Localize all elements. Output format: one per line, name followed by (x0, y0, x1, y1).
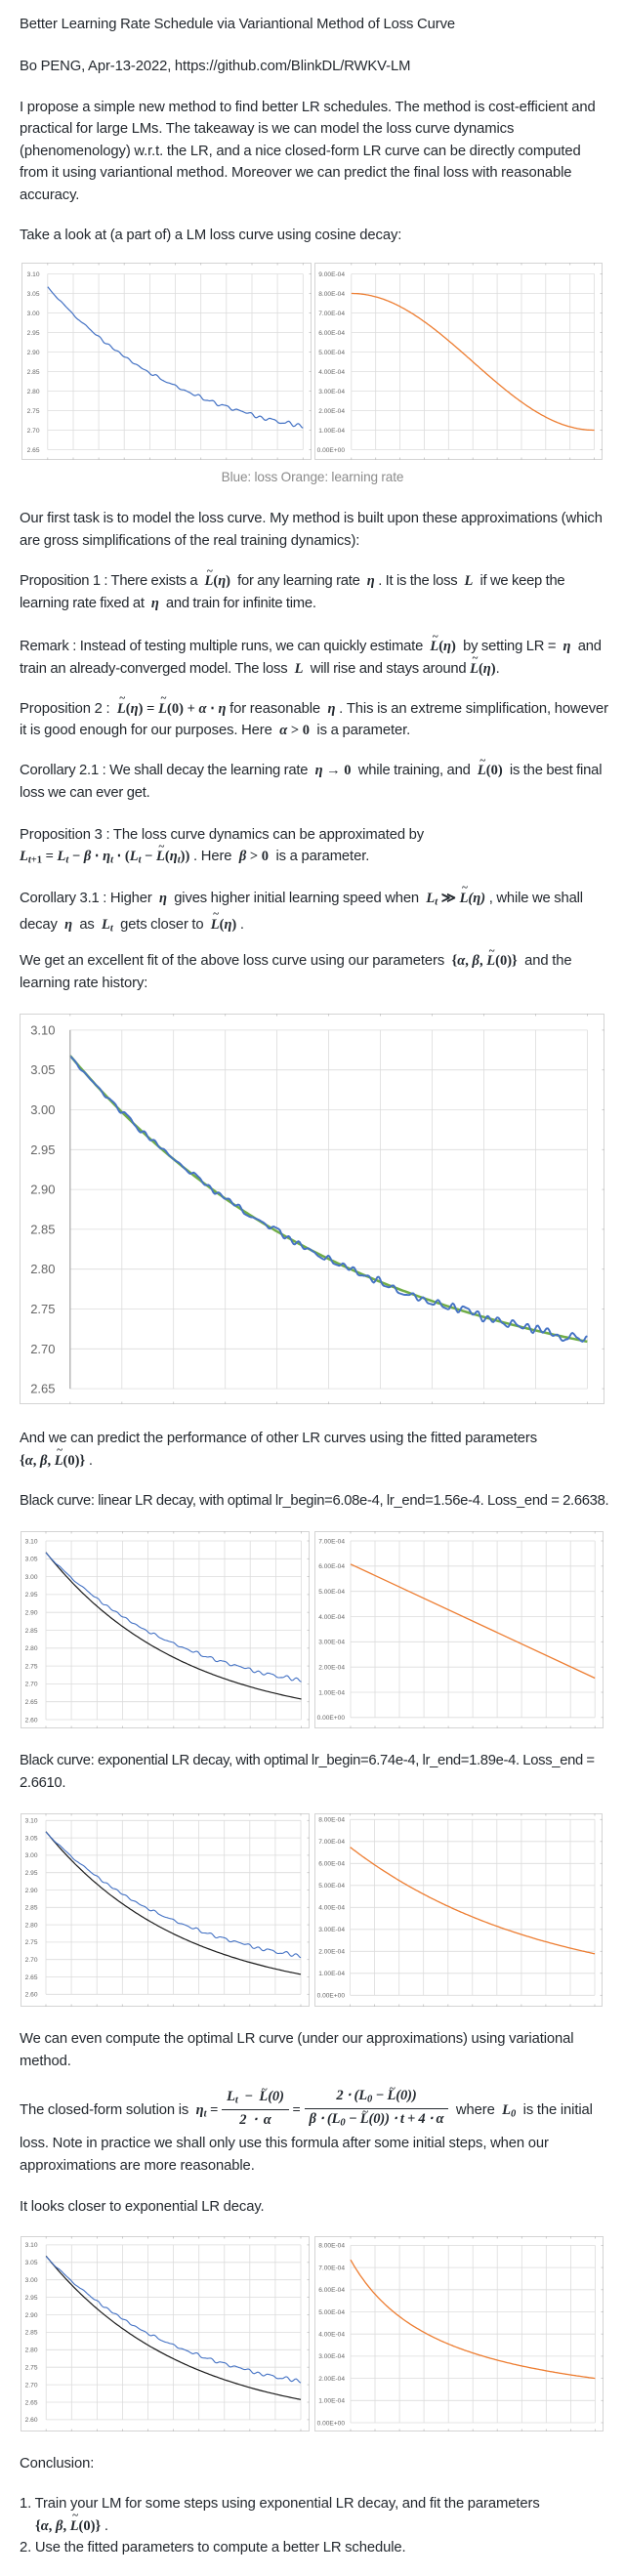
svg-text:1.00E-04: 1.00E-04 (318, 428, 345, 435)
svg-text:3.00: 3.00 (25, 1852, 38, 1859)
svg-text:3.00: 3.00 (30, 1102, 55, 1117)
svg-text:0.00E+00: 0.00E+00 (317, 447, 346, 454)
svg-text:3.00E-04: 3.00E-04 (318, 1640, 345, 1646)
svg-text:2.70: 2.70 (25, 1957, 38, 1964)
svg-text:1.00E-04: 1.00E-04 (318, 1971, 345, 1977)
svg-text:3.00E-04: 3.00E-04 (318, 2353, 345, 2360)
svg-text:2.65: 2.65 (27, 447, 40, 454)
svg-text:2.70: 2.70 (30, 1342, 55, 1356)
svg-text:3.05: 3.05 (25, 1557, 38, 1563)
svg-text:2.75: 2.75 (27, 408, 40, 415)
svg-text:3.00E-04: 3.00E-04 (318, 389, 345, 395)
svg-text:2.95: 2.95 (25, 2295, 38, 2302)
svg-text:2.00E-04: 2.00E-04 (318, 1949, 345, 1956)
svg-text:4.00E-04: 4.00E-04 (318, 369, 345, 376)
svg-text:1.00E-04: 1.00E-04 (318, 1689, 345, 1696)
svg-text:3.00: 3.00 (25, 1574, 38, 1581)
svg-text:2.85: 2.85 (30, 1223, 55, 1237)
svg-text:7.00E-04: 7.00E-04 (318, 1839, 345, 1846)
svg-text:2.90: 2.90 (27, 350, 40, 356)
svg-text:2.00E-04: 2.00E-04 (318, 408, 345, 415)
svg-text:2.80: 2.80 (25, 1645, 38, 1652)
svg-text:2.75: 2.75 (25, 2365, 38, 2372)
svg-text:2.95: 2.95 (30, 1143, 55, 1157)
svg-text:3.05: 3.05 (25, 2260, 38, 2266)
svg-text:7.00E-04: 7.00E-04 (318, 1538, 345, 1545)
svg-text:2.80: 2.80 (25, 1922, 38, 1929)
svg-text:8.00E-04: 8.00E-04 (318, 2243, 345, 2250)
svg-text:2.65: 2.65 (30, 1382, 55, 1396)
svg-text:2.70: 2.70 (27, 428, 40, 435)
svg-text:2.90: 2.90 (30, 1183, 55, 1197)
svg-text:3.10: 3.10 (30, 1022, 55, 1037)
svg-text:3.05: 3.05 (30, 1062, 55, 1077)
svg-text:2.70: 2.70 (25, 1682, 38, 1688)
svg-text:3.10: 3.10 (25, 2242, 38, 2249)
svg-text:3.10: 3.10 (25, 1538, 38, 1545)
svg-text:0.00E+00: 0.00E+00 (317, 1715, 346, 1722)
svg-text:2.90: 2.90 (25, 2312, 38, 2319)
svg-text:6.00E-04: 6.00E-04 (318, 1563, 345, 1570)
svg-text:3.00: 3.00 (27, 311, 40, 317)
svg-text:2.80: 2.80 (25, 2347, 38, 2354)
svg-text:2.80: 2.80 (30, 1262, 55, 1276)
svg-text:2.85: 2.85 (27, 369, 40, 376)
svg-text:2.00E-04: 2.00E-04 (318, 2376, 345, 2383)
svg-text:2.65: 2.65 (25, 1974, 38, 1981)
svg-text:5.00E-04: 5.00E-04 (318, 2309, 345, 2316)
svg-text:6.00E-04: 6.00E-04 (318, 1861, 345, 1868)
svg-text:3.05: 3.05 (27, 291, 40, 298)
svg-text:4.00E-04: 4.00E-04 (318, 1905, 345, 1912)
svg-text:8.00E-04: 8.00E-04 (318, 291, 345, 298)
svg-text:2.90: 2.90 (25, 1610, 38, 1617)
svg-text:2.85: 2.85 (25, 1905, 38, 1912)
svg-text:2.60: 2.60 (25, 1992, 38, 1999)
svg-text:0.00E+00: 0.00E+00 (317, 1993, 346, 2000)
svg-text:2.90: 2.90 (25, 1888, 38, 1894)
svg-text:4.00E-04: 4.00E-04 (318, 1614, 345, 1621)
svg-text:3.00: 3.00 (25, 2277, 38, 2284)
svg-text:2.75: 2.75 (25, 1939, 38, 1946)
svg-text:2.65: 2.65 (25, 1699, 38, 1706)
svg-text:8.00E-04: 8.00E-04 (318, 1817, 345, 1824)
svg-text:2.65: 2.65 (25, 2399, 38, 2406)
svg-text:6.00E-04: 6.00E-04 (318, 2287, 345, 2294)
svg-text:6.00E-04: 6.00E-04 (318, 330, 345, 337)
svg-text:0.00E+00: 0.00E+00 (317, 2420, 346, 2427)
svg-text:2.60: 2.60 (25, 2417, 38, 2424)
svg-text:2.85: 2.85 (25, 2330, 38, 2337)
svg-text:2.75: 2.75 (30, 1302, 55, 1316)
svg-text:3.00E-04: 3.00E-04 (318, 1927, 345, 1933)
svg-text:7.00E-04: 7.00E-04 (318, 311, 345, 317)
svg-text:2.00E-04: 2.00E-04 (318, 1665, 345, 1672)
svg-text:9.00E-04: 9.00E-04 (318, 271, 345, 278)
svg-text:3.10: 3.10 (27, 271, 40, 278)
svg-text:3.10: 3.10 (25, 1818, 38, 1825)
svg-text:1.00E-04: 1.00E-04 (318, 2398, 345, 2405)
svg-text:2.95: 2.95 (25, 1592, 38, 1599)
svg-text:3.05: 3.05 (25, 1835, 38, 1842)
svg-text:2.60: 2.60 (25, 1717, 38, 1724)
svg-text:2.75: 2.75 (25, 1663, 38, 1670)
svg-text:2.70: 2.70 (25, 2382, 38, 2389)
svg-text:5.00E-04: 5.00E-04 (318, 350, 345, 356)
svg-text:2.80: 2.80 (27, 389, 40, 395)
svg-text:2.95: 2.95 (27, 330, 40, 337)
svg-text:4.00E-04: 4.00E-04 (318, 2332, 345, 2339)
svg-text:2.95: 2.95 (25, 1870, 38, 1877)
svg-text:5.00E-04: 5.00E-04 (318, 1589, 345, 1596)
svg-text:5.00E-04: 5.00E-04 (318, 1883, 345, 1890)
svg-text:7.00E-04: 7.00E-04 (318, 2264, 345, 2271)
svg-text:2.85: 2.85 (25, 1628, 38, 1635)
